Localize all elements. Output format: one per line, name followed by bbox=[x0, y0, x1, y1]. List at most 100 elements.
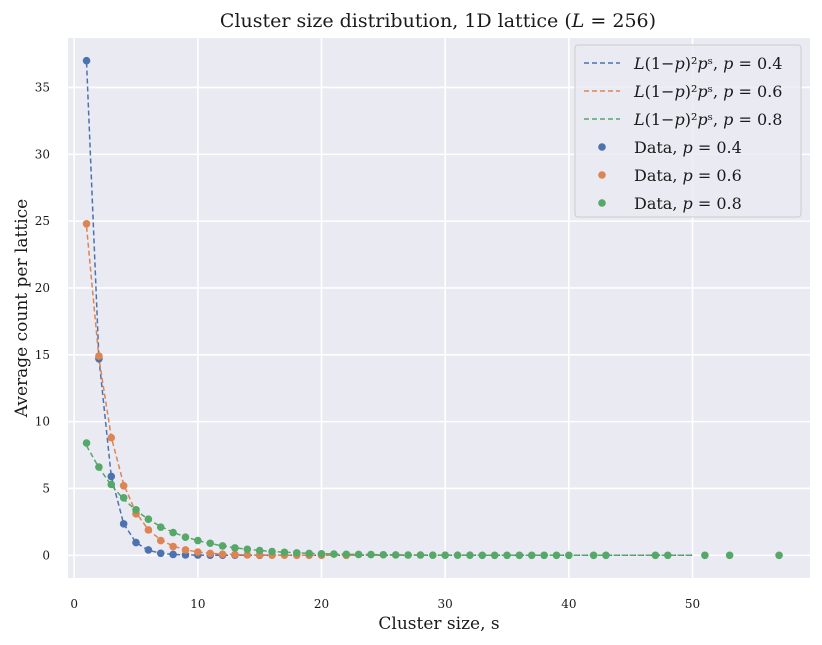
data-point-series-1 bbox=[144, 546, 153, 554]
data-point-series-1 bbox=[132, 538, 140, 547]
gridlines bbox=[68, 38, 810, 578]
data-point-series-3 bbox=[527, 551, 536, 560]
data-point-series-3 bbox=[206, 539, 215, 548]
data-point-series-2 bbox=[95, 352, 103, 360]
data-point-series-3 bbox=[255, 546, 264, 555]
legend-marker-swatch bbox=[598, 199, 606, 207]
x-tick-label: 10 bbox=[190, 597, 205, 611]
legend-box bbox=[574, 44, 802, 218]
data-point-series-3 bbox=[453, 551, 462, 559]
data-point-series-3 bbox=[602, 551, 610, 560]
data-points bbox=[82, 56, 783, 560]
data-point-series-2 bbox=[82, 219, 91, 228]
data-point-series-3 bbox=[132, 506, 140, 514]
data-point-series-2 bbox=[169, 542, 177, 551]
data-point-series-2 bbox=[144, 526, 153, 534]
y-tick-label: 0 bbox=[42, 548, 50, 562]
data-point-series-3 bbox=[194, 536, 202, 545]
data-point-series-3 bbox=[218, 542, 227, 550]
y-tick-label: 25 bbox=[35, 214, 50, 228]
x-tick-label: 30 bbox=[438, 597, 453, 611]
data-point-series-3 bbox=[95, 463, 103, 471]
legend-label: Data, p = 0.4 bbox=[634, 138, 742, 157]
data-point-series-3 bbox=[292, 549, 301, 557]
data-point-series-2 bbox=[206, 549, 215, 558]
data-point-series-3 bbox=[305, 549, 313, 558]
data-point-series-3 bbox=[466, 551, 474, 559]
legend-label: Data, p = 0.8 bbox=[634, 194, 742, 213]
data-point-series-3 bbox=[82, 439, 91, 447]
data-point-series-2 bbox=[181, 546, 190, 554]
data-point-series-3 bbox=[243, 545, 252, 554]
x-axis-ticks: 0 10 20 30 40 50 bbox=[70, 597, 700, 611]
data-point-series-3 bbox=[156, 523, 165, 532]
data-point-series-1 bbox=[107, 472, 116, 481]
data-point-series-3 bbox=[144, 515, 153, 523]
data-point-series-3 bbox=[354, 550, 363, 559]
y-tick-label: 15 bbox=[35, 348, 50, 362]
data-point-series-3 bbox=[663, 551, 672, 560]
data-point-series-3 bbox=[317, 550, 326, 558]
data-point-series-3 bbox=[490, 551, 499, 560]
x-tick-label: 20 bbox=[314, 597, 329, 611]
chart-title: Cluster size distribution, 1D lattice (L… bbox=[220, 10, 656, 32]
y-tick-label: 30 bbox=[35, 147, 50, 161]
data-point-series-3 bbox=[107, 480, 116, 489]
data-point-series-3 bbox=[330, 550, 338, 558]
y-tick-label: 35 bbox=[35, 80, 50, 94]
data-point-series-3 bbox=[231, 544, 239, 552]
data-point-series-3 bbox=[119, 494, 128, 502]
data-point-series-2 bbox=[194, 548, 202, 556]
data-point-series-3 bbox=[651, 551, 660, 560]
data-point-series-3 bbox=[169, 528, 177, 537]
data-point-series-1 bbox=[82, 56, 91, 65]
data-point-series-2 bbox=[119, 481, 128, 490]
data-point-series-3 bbox=[391, 551, 400, 559]
data-point-series-3 bbox=[515, 551, 524, 560]
x-tick-label: 50 bbox=[685, 597, 700, 611]
y-tick-label: 5 bbox=[42, 481, 50, 495]
data-point-series-3 bbox=[725, 551, 734, 560]
data-point-series-3 bbox=[503, 551, 511, 560]
data-point-series-3 bbox=[441, 551, 449, 559]
data-point-series-3 bbox=[429, 551, 437, 559]
data-point-series-2 bbox=[107, 433, 116, 442]
y-tick-label: 20 bbox=[35, 281, 50, 295]
legend: L(1−p)²pˢ, p = 0.4 L(1−p)²pˢ, p = 0.6 L(1−… bbox=[574, 44, 802, 218]
data-point-series-3 bbox=[280, 548, 289, 557]
x-axis-label: Cluster size, s bbox=[378, 614, 499, 634]
data-point-series-1 bbox=[156, 549, 165, 558]
data-point-series-3 bbox=[478, 551, 487, 560]
data-point-series-3 bbox=[416, 551, 425, 559]
legend-label: L(1−p)²pˢ, p = 0.6 bbox=[633, 82, 782, 101]
legend-label: L(1−p)²pˢ, p = 0.8 bbox=[633, 110, 782, 129]
x-tick-label: 0 bbox=[70, 597, 78, 611]
data-point-series-1 bbox=[119, 520, 128, 528]
data-point-series-3 bbox=[342, 550, 351, 559]
data-point-series-3 bbox=[565, 551, 573, 560]
data-point-series-2 bbox=[243, 551, 252, 559]
y-axis-ticks: 0 5 10 15 20 25 30 35 bbox=[35, 80, 50, 562]
legend-label: Data, p = 0.6 bbox=[634, 166, 742, 185]
legend-label: L(1−p)²pˢ, p = 0.4 bbox=[633, 54, 782, 73]
data-point-series-3 bbox=[404, 551, 412, 559]
data-point-series-3 bbox=[268, 547, 276, 556]
x-tick-label: 40 bbox=[561, 597, 576, 611]
data-point-series-3 bbox=[552, 551, 561, 560]
legend-marker-swatch bbox=[598, 143, 606, 151]
y-tick-label: 10 bbox=[35, 415, 50, 429]
data-point-series-3 bbox=[540, 551, 548, 560]
data-point-series-3 bbox=[775, 551, 783, 560]
legend-marker-swatch bbox=[598, 171, 606, 179]
data-point-series-2 bbox=[218, 550, 227, 559]
data-point-series-3 bbox=[589, 551, 598, 560]
data-point-series-3 bbox=[701, 551, 709, 560]
data-point-series-3 bbox=[367, 550, 375, 559]
y-axis-label: Average count per lattice bbox=[12, 199, 32, 418]
data-point-series-2 bbox=[156, 536, 165, 545]
data-point-series-1 bbox=[169, 550, 177, 559]
data-point-series-2 bbox=[231, 550, 239, 559]
data-point-series-3 bbox=[379, 550, 388, 559]
data-point-series-3 bbox=[181, 533, 190, 542]
